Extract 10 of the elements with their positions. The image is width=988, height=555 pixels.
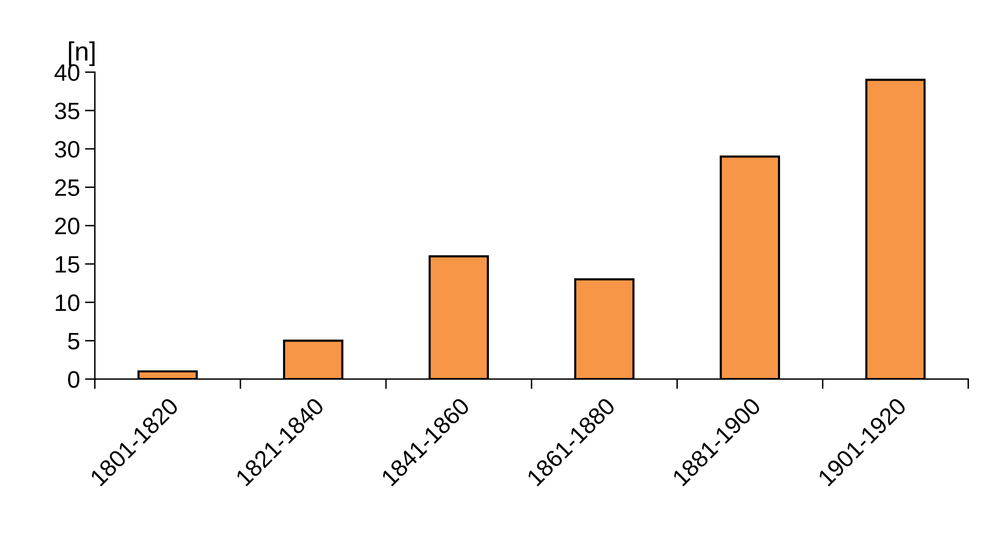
y-tick-label: 5 [68,333,80,350]
y-tick-label: 20 [55,218,80,234]
y-tick-label: 10 [56,294,80,312]
y-tick-label: 30 [54,140,80,158]
y-tick-label: 25 [55,179,80,196]
y-tick-label: 0 [68,371,80,388]
y-tick-label: 40 [54,64,80,81]
y-tick-label: 35 [54,102,80,120]
y-tick-label: 15 [56,256,80,273]
y-axis-title: [n] [68,41,95,66]
